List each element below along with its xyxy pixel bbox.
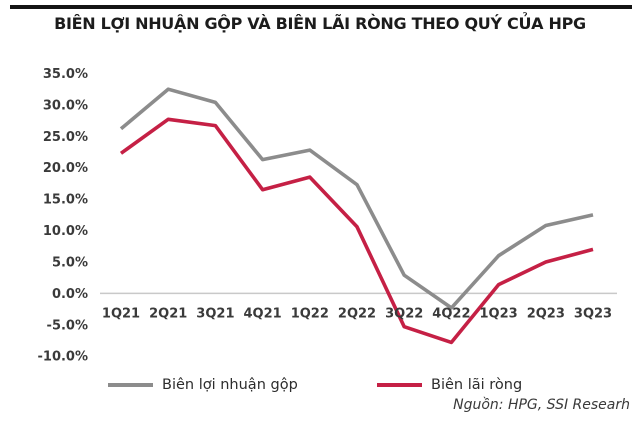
x-tick-label: 1Q23	[480, 307, 518, 322]
x-tick-label: 3Q22	[385, 307, 423, 322]
x-tick-label: 4Q21	[244, 307, 282, 322]
x-tick-label: 1Q21	[102, 307, 140, 322]
x-tick-label: 2Q22	[338, 307, 376, 322]
gross-margin-legend-label: Biên lợi nhuận gộp	[162, 377, 298, 393]
y-tick-label: 10.0%	[43, 224, 88, 239]
y-tick-label: 30.0%	[43, 98, 88, 113]
x-tick-label: 4Q22	[432, 307, 470, 322]
y-tick-label: -5.0%	[47, 318, 88, 333]
y-tick-label: 35.0%	[43, 67, 88, 82]
x-tick-label: 3Q21	[196, 307, 234, 322]
x-tick-label: 3Q23	[574, 307, 612, 322]
legend-item-net-margin: Biên lãi ròng	[377, 377, 522, 393]
y-tick-label: 5.0%	[52, 256, 88, 271]
y-tick-label: 15.0%	[43, 193, 88, 208]
gross-margin-legend-swatch	[108, 383, 153, 387]
y-tick-label: -10.0%	[38, 350, 89, 365]
net-margin-legend-label: Biên lãi ròng	[431, 377, 523, 393]
y-axis-labels: 35.0% 30.0% 25.0% 20.0% 15.0% 10.0% 5.0% 0.0% -5…	[38, 67, 89, 365]
line-chart: 35.0% 30.0% 25.0% 20.0% 15.0% 10.0% 5.0% 0.0% -5…	[38, 67, 617, 365]
top-rule	[10, 5, 632, 9]
y-tick-label: 20.0%	[43, 161, 88, 176]
net-margin-legend-swatch	[377, 383, 422, 387]
chart-title: BIÊN LỢI NHUẬN GỘP VÀ BIÊN LÃI RÒNG THEO…	[54, 14, 586, 33]
x-tick-label: 2Q21	[149, 307, 187, 322]
x-axis-labels: 1Q21 2Q21 3Q21 4Q21 1Q22 2Q22 3Q22 4Q22 1Q23 2Q23…	[102, 307, 612, 322]
gross-margin-line	[119, 87, 594, 310]
legend-item-gross-margin: Biên lợi nhuận gộp	[108, 377, 298, 393]
source-note: Nguồn: HPG, SSI Researh	[453, 397, 630, 413]
x-tick-label: 1Q22	[291, 307, 329, 322]
net-margin-line	[119, 117, 594, 345]
x-tick-label: 2Q23	[527, 307, 565, 322]
y-tick-label: 0.0%	[52, 287, 88, 302]
y-tick-label: 25.0%	[43, 130, 88, 145]
